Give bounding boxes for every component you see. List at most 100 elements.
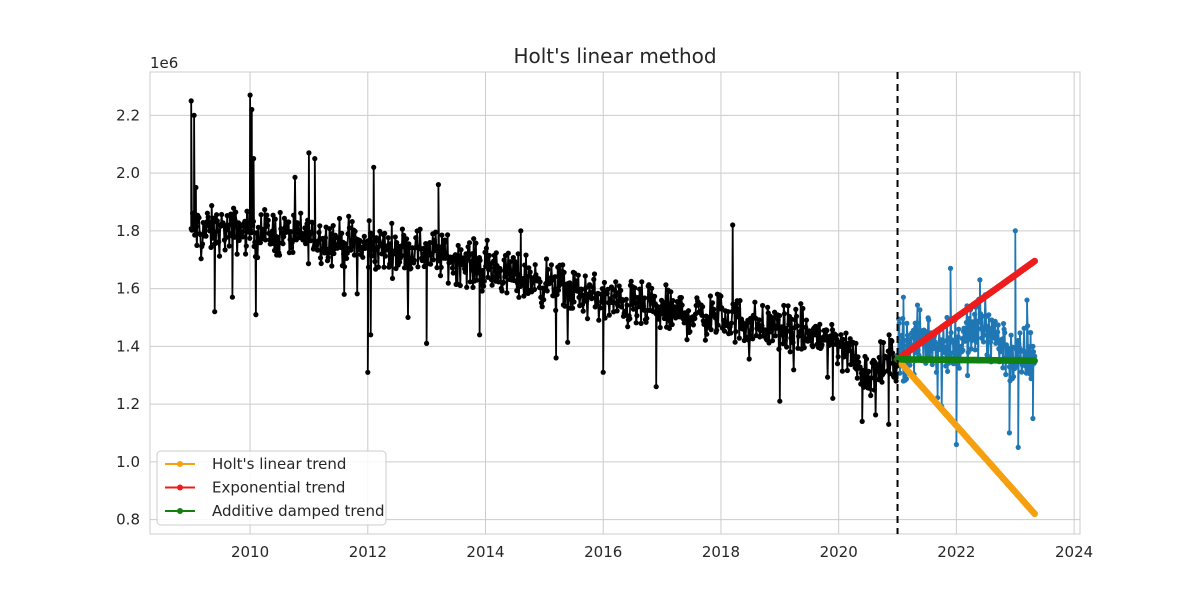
training-point: [242, 218, 248, 224]
training-point: [455, 242, 461, 249]
training-point: [199, 241, 206, 247]
training-point: [280, 241, 286, 247]
training-point: [421, 263, 427, 270]
training-point: [377, 228, 383, 234]
training-point: [666, 325, 673, 331]
training-point: [765, 304, 771, 310]
training-point: [493, 250, 499, 256]
training-point: [725, 309, 731, 315]
training-point: [462, 269, 468, 275]
training-point: [853, 340, 859, 346]
test-point: [1016, 345, 1023, 351]
y-tick-label: 0.8: [116, 511, 140, 529]
training-point: [338, 244, 344, 250]
y-tick-label: 2.0: [116, 164, 140, 182]
training-point: [728, 320, 735, 326]
test-point: [995, 329, 1001, 335]
training-point: [215, 228, 221, 234]
training-point: [325, 254, 331, 260]
training-point: [346, 225, 352, 231]
training-point: [876, 354, 882, 361]
training-point: [209, 203, 215, 209]
training-point: [258, 212, 264, 218]
training-point: [788, 335, 794, 341]
legend-item[interactable]: Additive damped trend: [165, 502, 384, 520]
test-point: [1003, 371, 1009, 378]
training-point: [692, 315, 698, 322]
training-point: [389, 275, 396, 281]
training-point: [345, 231, 351, 237]
y-tick-label: 1.0: [116, 453, 140, 471]
test-point: [1012, 228, 1018, 234]
training-point: [643, 319, 649, 325]
training-point: [445, 280, 451, 286]
training-point: [255, 254, 261, 261]
training-point: [791, 367, 797, 373]
training-point: [801, 345, 807, 351]
training-point: [733, 329, 739, 335]
training-point: [415, 264, 421, 270]
test-point: [997, 349, 1004, 355]
test-point: [1030, 415, 1036, 422]
training-point: [399, 253, 405, 259]
training-point: [194, 242, 200, 248]
training-point: [798, 301, 804, 307]
training-point: [417, 226, 423, 232]
training-point: [642, 295, 648, 301]
training-point: [868, 375, 875, 381]
training-point: [747, 332, 753, 338]
training-point: [343, 242, 349, 248]
training-point: [774, 325, 780, 331]
training-point: [825, 374, 831, 380]
test-point: [1006, 364, 1013, 370]
training-point: [548, 262, 555, 268]
training-point: [779, 324, 785, 330]
legend-item[interactable]: Holt's linear trend: [165, 455, 346, 473]
training-point: [598, 291, 604, 297]
training-point: [776, 346, 782, 352]
training-point: [718, 293, 724, 299]
training-point: [230, 229, 236, 236]
training-point: [214, 212, 220, 218]
training-point: [543, 256, 550, 262]
test-point: [900, 315, 906, 322]
training-point: [590, 284, 596, 291]
training-point: [760, 302, 766, 309]
training-point: [465, 244, 471, 250]
training-point: [366, 218, 372, 224]
training-point: [295, 221, 301, 227]
legend[interactable]: Holt's linear trend Exponential trend Addi…: [156, 450, 387, 526]
training-point: [354, 291, 360, 297]
test-point: [899, 332, 905, 339]
training-point: [715, 322, 721, 328]
training-point: [576, 294, 582, 300]
test-point: [1030, 349, 1037, 355]
training-point: [248, 230, 254, 236]
training-point: [317, 255, 324, 261]
forecast-series-markers: [894, 356, 1038, 518]
training-point: [756, 317, 762, 323]
training-point: [817, 321, 823, 327]
training-point: [856, 359, 862, 365]
training-point: [728, 330, 734, 336]
training-point: [495, 279, 502, 285]
training-point: [685, 308, 692, 314]
training-point: [360, 254, 366, 260]
training-point: [450, 270, 456, 276]
training-point: [863, 356, 870, 362]
training-point: [310, 220, 316, 226]
training-point: [871, 387, 877, 393]
test-point: [1023, 352, 1029, 358]
training-point: [306, 150, 312, 156]
training-point: [512, 271, 519, 277]
training-point: [628, 278, 634, 284]
legend-item[interactable]: Exponential trend: [165, 479, 345, 497]
training-point: [527, 269, 533, 275]
x-tick-label: 2010: [231, 543, 269, 561]
legend-label: Exponential trend: [212, 479, 345, 497]
training-point: [228, 211, 234, 217]
training-point: [346, 213, 352, 219]
training-point: [469, 251, 475, 257]
training-point: [573, 278, 579, 284]
training-point: [385, 235, 391, 241]
